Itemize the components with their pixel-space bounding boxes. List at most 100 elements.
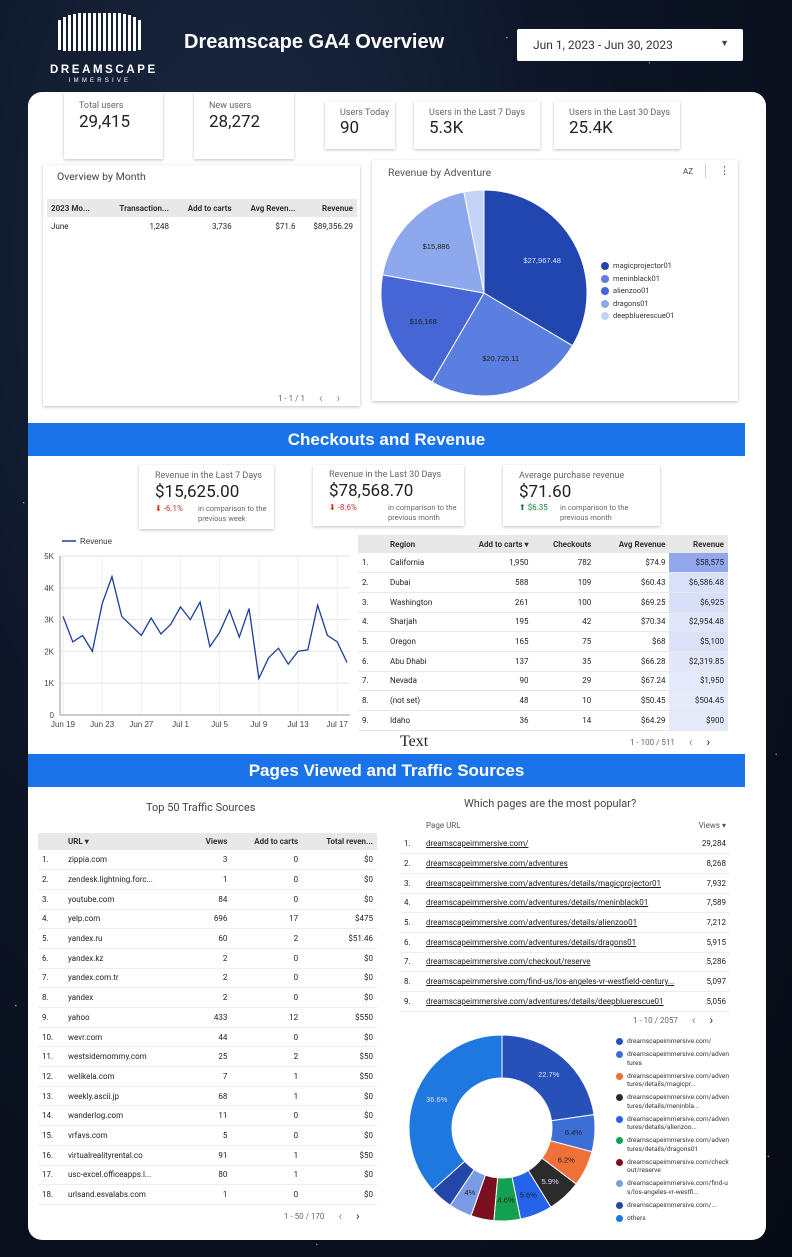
column-header[interactable]: URL ▾ <box>64 833 191 850</box>
page-url-link[interactable]: dreamscapeimmersive.com/adventures/detai… <box>422 873 692 893</box>
revenue-series-line[interactable] <box>62 574 348 681</box>
column-header[interactable]: Transaction... <box>119 203 170 213</box>
legend-item[interactable]: dreamscapeimmersive.com/find-us/los-ange… <box>616 1179 731 1196</box>
prev-page-icon[interactable]: ‹ <box>338 1209 343 1223</box>
table-row[interactable]: June 1,248 3,736 $71.6 $89,356.29 <box>47 217 357 235</box>
table-row[interactable]: 17. usc-excel.officeapps.l... 80 1 $0 <box>38 1165 377 1185</box>
table-row[interactable]: 3. youtube.com 84 0 $0 <box>38 889 377 910</box>
table-row[interactable]: 5. Oregon 165 75 $68 $5,100 <box>358 631 728 652</box>
table-row[interactable]: 6. dreamscapeimmersive.com/adventures/det… <box>400 932 730 953</box>
table-row[interactable]: 7. dreamscapeimmersive.com/checkout/reser… <box>400 952 730 972</box>
page-url-link[interactable]: dreamscapeimmersive.com/find-us/los-ange… <box>422 972 692 992</box>
prev-page-icon[interactable]: ‹ <box>688 735 693 749</box>
table-row[interactable]: 4. yelp.com 696 17 $475 <box>38 909 377 929</box>
table-row[interactable]: 18. urlsand.esvalabs.com 1 0 $0 <box>38 1185 377 1205</box>
table-row[interactable]: 2. Dubai 588 109 $60.43 $6,586.48 <box>358 572 728 593</box>
table-row[interactable]: 1. California 1,950 782 $74.9 $58,575 <box>358 553 728 573</box>
next-page-icon[interactable]: › <box>706 735 711 749</box>
legend-item[interactable]: others <box>616 1214 731 1223</box>
page-url-link[interactable]: dreamscapeimmersive.com/adventures <box>422 854 692 874</box>
column-header[interactable]: 2023 Mo... <box>51 203 90 213</box>
donut-slice[interactable] <box>408 1034 503 1191</box>
sort-icon[interactable]: AZ <box>683 167 694 176</box>
column-header[interactable]: Avg Reven... <box>250 203 296 213</box>
next-page-icon[interactable]: › <box>709 1013 714 1027</box>
page-url-link[interactable]: dreamscapeimmersive.com/adventures/detai… <box>422 932 692 952</box>
legend-item[interactable]: meninblack01 <box>601 273 674 286</box>
column-header[interactable]: Views ▾ <box>692 817 730 834</box>
page-url-link[interactable]: dreamscapeimmersive.com/checkout/reserve <box>422 952 692 972</box>
table-row[interactable]: 10. wevr.com 44 0 $0 <box>38 1027 377 1047</box>
column-header[interactable]: Revenue <box>693 539 724 549</box>
page-url-link[interactable]: dreamscapeimmersive.com/ <box>422 834 692 854</box>
legend-item[interactable]: dreamscapeimmersive.com/adventures/detai… <box>616 1093 731 1110</box>
column-header[interactable]: Page URL <box>426 821 461 830</box>
table-row[interactable]: 9. dreamscapeimmersive.com/adventures/det… <box>400 992 730 1012</box>
prev-page-icon[interactable]: ‹ <box>691 1013 696 1027</box>
page-link[interactable]: dreamscapeimmersive.com/adventures <box>426 859 568 869</box>
table-row[interactable]: 1. dreamscapeimmersive.com/29,284 <box>400 834 730 854</box>
table-row[interactable]: 15. vrfavs.com 5 0 $0 <box>38 1126 377 1146</box>
more-options-icon[interactable]: ⋮ <box>719 164 730 177</box>
table-row[interactable]: 13. weekly.ascii.jp 68 1 $0 <box>38 1086 377 1106</box>
table-row[interactable]: 4. dreamscapeimmersive.com/adventures/det… <box>400 893 730 913</box>
pie-slice[interactable] <box>463 189 485 294</box>
table-row[interactable]: 7. Nevada 90 29 $67.24 $1,950 <box>358 671 728 691</box>
table-row[interactable]: 8. dreamscapeimmersive.com/find-us/los-an… <box>400 972 730 992</box>
legend-item[interactable]: dreamscapeimmersive.com/checkout/reserve <box>616 1158 731 1175</box>
page-link[interactable]: dreamscapeimmersive.com/adventures/detai… <box>426 918 638 928</box>
sort-desc-icon[interactable]: ▾ <box>524 539 529 549</box>
table-row[interactable]: 3. dreamscapeimmersive.com/adventures/det… <box>400 873 730 894</box>
pie-slice[interactable] <box>431 292 574 397</box>
column-header[interactable]: Total reven... <box>326 837 373 846</box>
pie-slice[interactable] <box>380 274 485 383</box>
column-header[interactable]: Checkouts <box>552 539 592 549</box>
legend-item[interactable]: dreamscapeimmersive.com/adventures/detai… <box>616 1115 731 1132</box>
date-range-picker[interactable]: Jun 1, 2023 - Jun 30, 2023 ▼ <box>517 29 743 61</box>
legend-item[interactable]: dreamscapeimmersive.com/... <box>616 1201 731 1210</box>
legend-item[interactable]: magicprojector01 <box>601 260 674 273</box>
column-header[interactable]: Add to carts <box>254 837 299 846</box>
page-url-link[interactable]: dreamscapeimmersive.com/adventures/detai… <box>422 893 692 913</box>
legend-item[interactable]: dreamscapeimmersive.com/adventures <box>616 1050 731 1067</box>
table-row[interactable]: 9. Idaho 36 14 $64.29 $900 <box>358 710 728 731</box>
page-link[interactable]: dreamscapeimmersive.com/adventures/detai… <box>426 937 637 947</box>
next-page-icon[interactable]: › <box>356 1209 360 1223</box>
column-header[interactable]: Add to carts <box>187 203 232 213</box>
table-row[interactable]: 7. yandex.com.tr 2 0 $0 <box>38 968 377 988</box>
pie-slice[interactable] <box>382 191 485 294</box>
table-row[interactable]: 6. Abu Dhabi 137 35 $66.28 $2,319.85 <box>358 651 728 672</box>
pie-slice[interactable] <box>483 189 588 347</box>
table-row[interactable]: 8. (not set) 48 10 $50.45 $504.45 <box>358 690 728 711</box>
table-row[interactable]: 4. Sharjah 195 42 $70.34 $2,954.48 <box>358 612 728 632</box>
table-row[interactable]: 1. zippia.com 3 0 $0 <box>38 850 377 870</box>
prev-page-icon[interactable]: ‹ <box>318 391 323 405</box>
table-row[interactable]: 5. dreamscapeimmersive.com/adventures/det… <box>400 913 730 933</box>
table-row[interactable]: 5. yandex.ru 60 2 $51.46 <box>38 929 377 949</box>
page-link[interactable]: dreamscapeimmersive.com/adventures/detai… <box>426 996 664 1006</box>
table-row[interactable]: 16. virtualrealityrental.co 91 1 $50 <box>38 1145 377 1165</box>
table-row[interactable]: 12. welikela.com 7 1 $50 <box>38 1067 377 1087</box>
column-header[interactable]: Add to carts ▾ <box>454 535 532 553</box>
next-page-icon[interactable]: › <box>336 391 341 405</box>
table-row[interactable]: 2. zendesk.lightning.forc... 1 0 $0 <box>38 870 377 890</box>
table-row[interactable]: 3. Washington 261 100 $69.25 $6,925 <box>358 592 728 613</box>
legend-item[interactable]: dreamscapeimmersive.com/ <box>616 1037 731 1046</box>
legend-item[interactable]: deepbluerescue01 <box>601 310 674 323</box>
table-row[interactable]: 8. yandex 2 0 $0 <box>38 988 377 1008</box>
page-link[interactable]: dreamscapeimmersive.com/adventures/detai… <box>426 898 649 908</box>
table-row[interactable]: 6. yandex.kz 2 0 $0 <box>38 948 377 969</box>
page-link[interactable]: dreamscapeimmersive.com/adventures/detai… <box>426 878 661 888</box>
page-link[interactable]: dreamscapeimmersive.com/find-us/los-ange… <box>426 977 675 987</box>
table-row[interactable]: 11. westsidemommy.com 25 2 $50 <box>38 1047 377 1067</box>
sort-desc-icon[interactable]: ▾ <box>84 837 89 846</box>
page-link[interactable]: dreamscapeimmersive.com/checkout/reserve <box>426 957 591 967</box>
column-header[interactable]: Views <box>205 837 228 846</box>
legend-item[interactable]: alienzoo01 <box>601 285 674 298</box>
legend-item[interactable]: dreamscapeimmersive.com/adventures/detai… <box>616 1136 731 1153</box>
column-header[interactable]: Region <box>390 539 416 549</box>
table-row[interactable]: 2. dreamscapeimmersive.com/adventures 8,26… <box>400 854 730 874</box>
page-url-link[interactable]: dreamscapeimmersive.com/adventures/detai… <box>422 992 692 1012</box>
column-header[interactable]: Avg Revenue <box>618 539 666 549</box>
table-row[interactable]: 9. yahoo 433 12 $550 <box>38 1008 377 1028</box>
